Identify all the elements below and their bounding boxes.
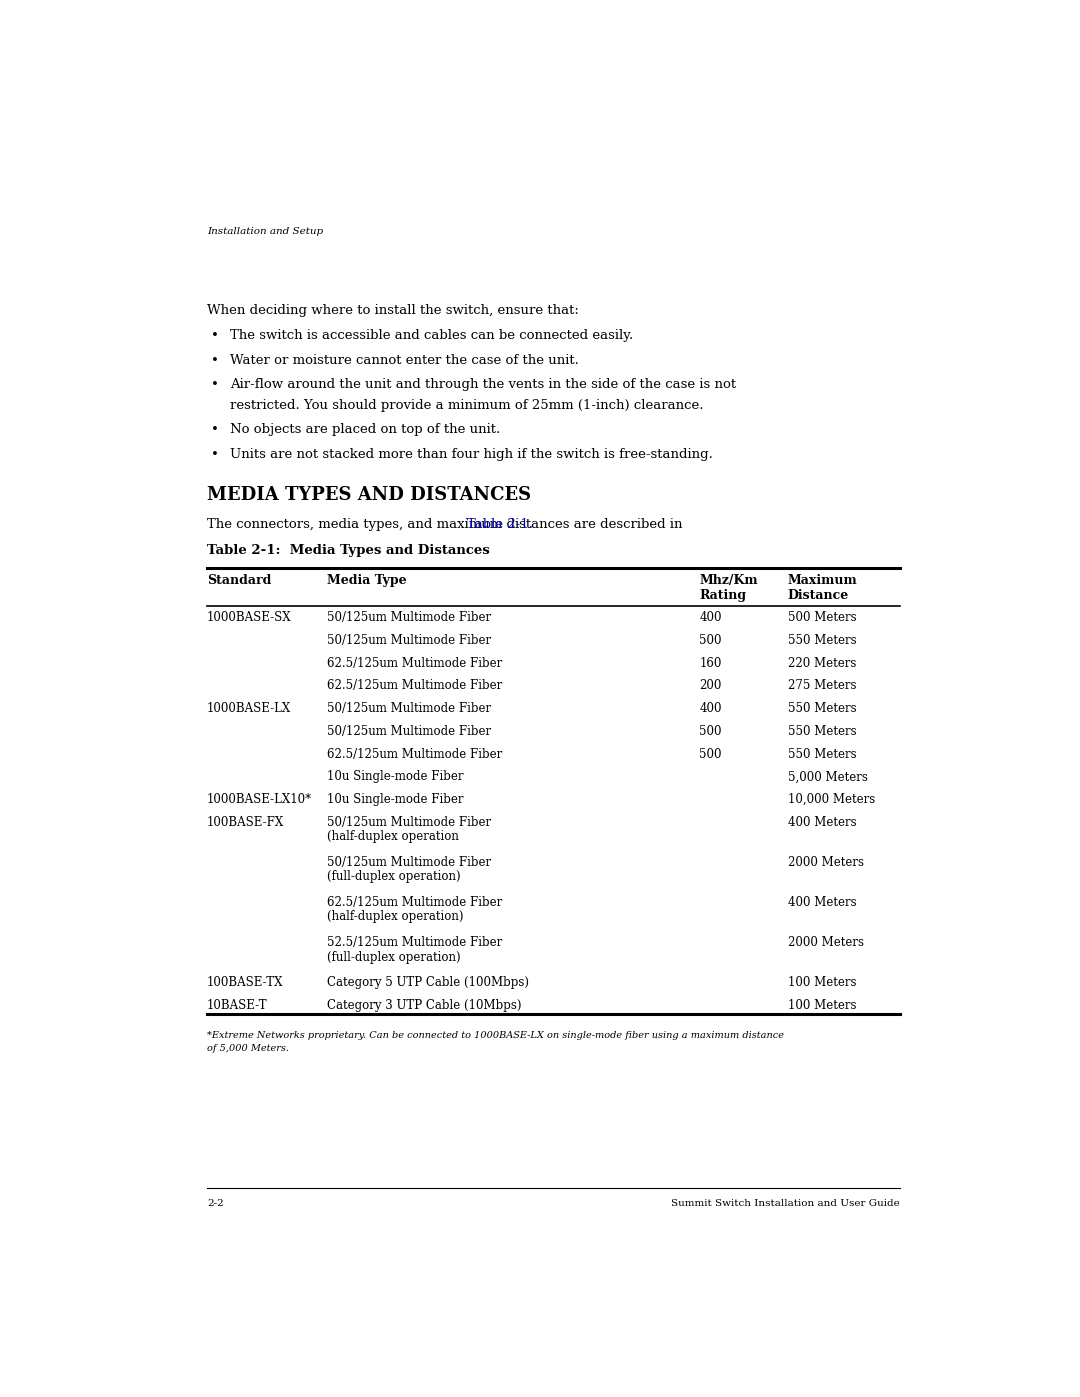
Text: When deciding where to install the switch, ensure that:: When deciding where to install the switc… [207, 305, 579, 317]
Text: 62.5/125um Multimode Fiber: 62.5/125um Multimode Fiber [327, 679, 502, 693]
Text: 2000 Meters: 2000 Meters [787, 936, 864, 949]
Text: 50/125um Multimode Fiber: 50/125um Multimode Fiber [327, 816, 491, 828]
Text: 500: 500 [699, 634, 721, 647]
Text: •: • [211, 447, 219, 461]
Text: 400 Meters: 400 Meters [787, 816, 856, 828]
Text: 550 Meters: 550 Meters [787, 634, 856, 647]
Text: 500: 500 [699, 725, 721, 738]
Text: Distance: Distance [787, 590, 849, 602]
Text: •: • [211, 377, 219, 391]
Text: 160: 160 [699, 657, 721, 669]
Text: 62.5/125um Multimode Fiber: 62.5/125um Multimode Fiber [327, 895, 502, 909]
Text: 100BASE-TX: 100BASE-TX [207, 977, 284, 989]
Text: *Extreme Networks proprietary. Can be connected to 1000BASE-LX on single-mode fi: *Extreme Networks proprietary. Can be co… [207, 1031, 784, 1041]
Text: 50/125um Multimode Fiber: 50/125um Multimode Fiber [327, 725, 491, 738]
Text: Units are not stacked more than four high if the switch is free-standing.: Units are not stacked more than four hig… [230, 447, 713, 461]
Text: 52.5/125um Multimode Fiber: 52.5/125um Multimode Fiber [327, 936, 502, 949]
Text: 1000BASE-LX10*: 1000BASE-LX10* [207, 793, 312, 806]
Text: 400: 400 [699, 703, 721, 715]
Text: The connectors, media types, and maximum distances are described in: The connectors, media types, and maximum… [207, 518, 687, 531]
Text: 200: 200 [699, 679, 721, 693]
Text: 1000BASE-SX: 1000BASE-SX [207, 612, 292, 624]
Text: 1000BASE-LX: 1000BASE-LX [207, 703, 292, 715]
Text: 10,000 Meters: 10,000 Meters [787, 793, 875, 806]
Text: 2000 Meters: 2000 Meters [787, 856, 864, 869]
Text: of 5,000 Meters.: of 5,000 Meters. [207, 1045, 289, 1053]
Text: •: • [211, 353, 219, 366]
Text: Table 2-1.: Table 2-1. [468, 518, 534, 531]
Text: Installation and Setup: Installation and Setup [207, 226, 323, 236]
Text: 50/125um Multimode Fiber: 50/125um Multimode Fiber [327, 703, 491, 715]
Text: 2-2: 2-2 [207, 1200, 224, 1208]
Text: (half-duplex operation: (half-duplex operation [327, 830, 459, 844]
Text: 10u Single-mode Fiber: 10u Single-mode Fiber [327, 793, 463, 806]
Text: 10u Single-mode Fiber: 10u Single-mode Fiber [327, 770, 463, 784]
Text: 550 Meters: 550 Meters [787, 747, 856, 760]
Text: 50/125um Multimode Fiber: 50/125um Multimode Fiber [327, 612, 491, 624]
Text: 500 Meters: 500 Meters [787, 612, 856, 624]
Text: (full-duplex operation): (full-duplex operation) [327, 950, 461, 964]
Text: 100 Meters: 100 Meters [787, 999, 856, 1011]
Text: (half-duplex operation): (half-duplex operation) [327, 911, 463, 923]
Text: 220 Meters: 220 Meters [787, 657, 856, 669]
Text: Rating: Rating [699, 590, 746, 602]
Text: 400: 400 [699, 612, 721, 624]
Text: Water or moisture cannot enter the case of the unit.: Water or moisture cannot enter the case … [230, 353, 579, 366]
Text: •: • [211, 330, 219, 342]
Text: Table 2-1:  Media Types and Distances: Table 2-1: Media Types and Distances [207, 543, 490, 556]
Text: 62.5/125um Multimode Fiber: 62.5/125um Multimode Fiber [327, 747, 502, 760]
Text: 550 Meters: 550 Meters [787, 703, 856, 715]
Text: 550 Meters: 550 Meters [787, 725, 856, 738]
Text: MEDIA TYPES AND DISTANCES: MEDIA TYPES AND DISTANCES [207, 486, 531, 504]
Text: (full-duplex operation): (full-duplex operation) [327, 870, 461, 883]
Text: 500: 500 [699, 747, 721, 760]
Text: 275 Meters: 275 Meters [787, 679, 856, 693]
Text: Mhz/Km: Mhz/Km [699, 574, 758, 587]
Text: Category 3 UTP Cable (10Mbps): Category 3 UTP Cable (10Mbps) [327, 999, 522, 1011]
Text: 100BASE-FX: 100BASE-FX [207, 816, 284, 828]
Text: No objects are placed on top of the unit.: No objects are placed on top of the unit… [230, 423, 500, 436]
Text: 100 Meters: 100 Meters [787, 977, 856, 989]
Text: Standard: Standard [207, 574, 271, 587]
Text: •: • [211, 423, 219, 436]
Text: 400 Meters: 400 Meters [787, 895, 856, 909]
Text: 62.5/125um Multimode Fiber: 62.5/125um Multimode Fiber [327, 657, 502, 669]
Text: Category 5 UTP Cable (100Mbps): Category 5 UTP Cable (100Mbps) [327, 977, 529, 989]
Text: Air-flow around the unit and through the vents in the side of the case is not: Air-flow around the unit and through the… [230, 377, 737, 391]
Text: 5,000 Meters: 5,000 Meters [787, 770, 867, 784]
Text: 10BASE-T: 10BASE-T [207, 999, 268, 1011]
Text: 50/125um Multimode Fiber: 50/125um Multimode Fiber [327, 634, 491, 647]
Text: Maximum: Maximum [787, 574, 858, 587]
Text: Media Type: Media Type [327, 574, 407, 587]
Text: The switch is accessible and cables can be connected easily.: The switch is accessible and cables can … [230, 330, 634, 342]
Text: restricted. You should provide a minimum of 25mm (1-inch) clearance.: restricted. You should provide a minimum… [230, 400, 704, 412]
Text: 50/125um Multimode Fiber: 50/125um Multimode Fiber [327, 856, 491, 869]
Text: Summit Switch Installation and User Guide: Summit Switch Installation and User Guid… [671, 1200, 900, 1208]
